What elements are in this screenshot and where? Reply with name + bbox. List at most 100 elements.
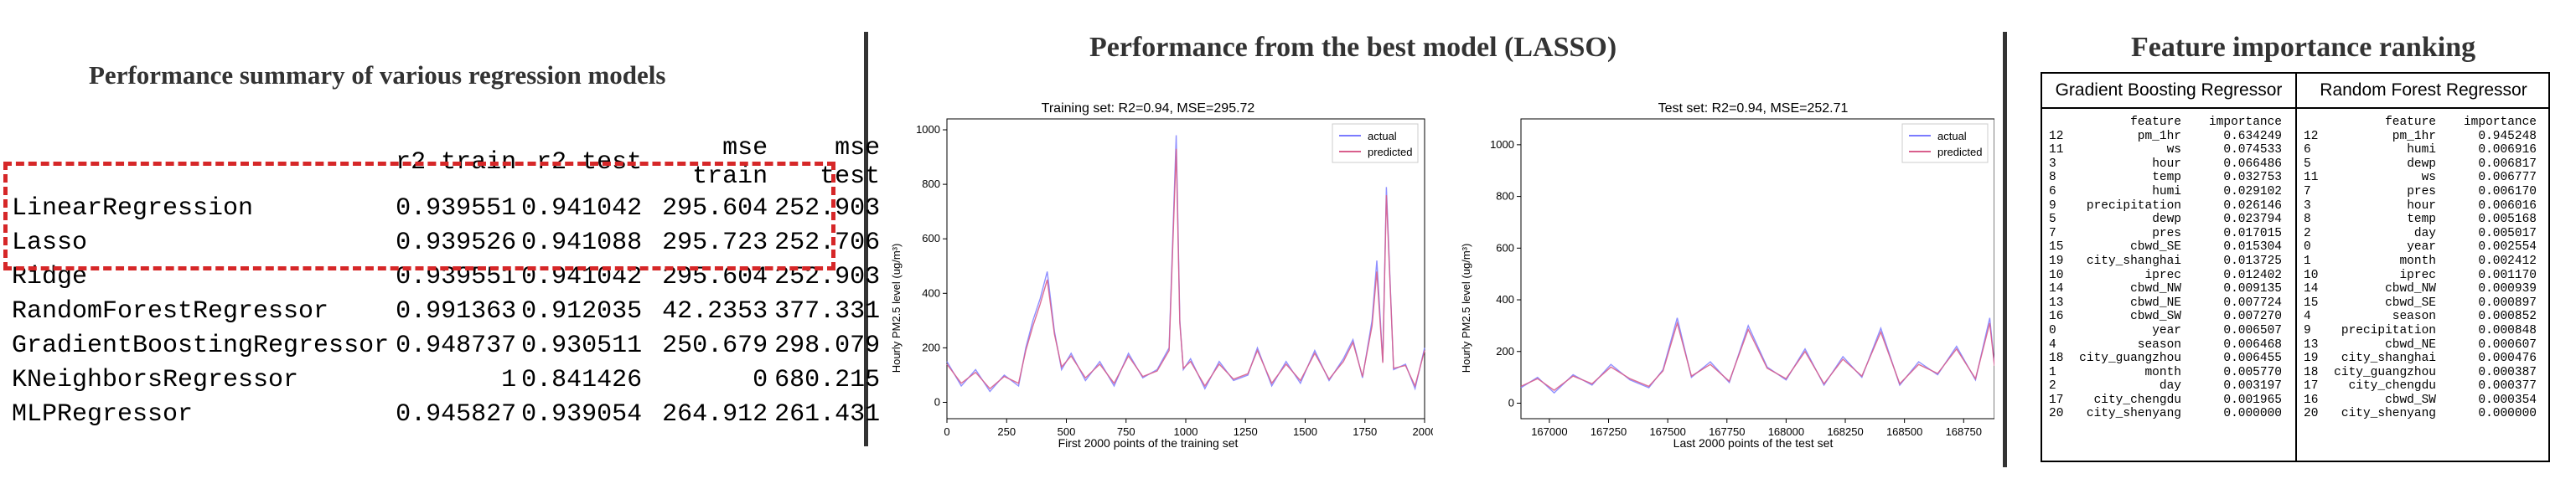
metric-value: 0.939054 [521,399,643,429]
fi-row: 3 hour 0.066486 [2042,157,2295,172]
fi-importance: 0.029102 [2223,184,2282,198]
fi-row: 8 temp 0.032753 [2042,171,2295,185]
fi-index: 20 [2049,407,2064,421]
test-chart-title: Test set: R2=0.94, MSE=252.71 [1658,101,1849,116]
fi-importance: 0.017015 [2223,226,2282,240]
fi-feature: year [2407,240,2436,255]
fi-row: 20 city_shenyang 0.000000 [2042,407,2295,421]
fi-index: 17 [2049,393,2064,407]
fi-importance: 0.006016 [2478,198,2537,213]
fi-index: 17 [2304,379,2319,394]
fi-feature: season [2392,310,2436,324]
y-tick-label: 600 [922,232,940,245]
fi-importance: 0.074533 [2223,143,2282,157]
fi-importance: 0.002554 [2478,240,2537,255]
fi-index: 20 [2304,407,2319,421]
metric-value: 377.331 [774,296,881,326]
fi-feature: month [2399,254,2436,268]
fi-row: 4 season 0.006468 [2042,338,2295,353]
fi-importance: 0.000476 [2478,352,2537,366]
legend-label: predicted [1368,146,1412,158]
fi-index: 16 [2304,393,2319,407]
fi-index: 13 [2304,337,2319,352]
series-line-actual [1520,317,1994,394]
fi-row: 5 dewp 0.023794 [2042,213,2295,227]
best-model-title: Performance from the best model (LASSO) [1089,32,1617,63]
fi-feature: humi [2152,184,2181,198]
x-tick-label: 168750 [1946,425,1982,438]
legend-label: actual [1937,130,1967,142]
fi-index: 3 [2304,198,2311,213]
fi-row: 15 cbwd_SE 0.000897 [2297,296,2550,311]
fi-importance: 0.066486 [2223,157,2282,171]
metric-value: 295.604 [662,193,768,223]
fi-index: 18 [2049,352,2064,366]
fi-header-importance: importance [2208,116,2282,129]
fi-index: 1 [2304,254,2311,268]
y-tick-label: 800 [922,178,940,190]
metric-value: 680.215 [774,365,881,394]
summary-row: Lasso 0.939526 0.941088 295.723 252.706 [12,225,880,260]
fi-row: 7 pres 0.017015 [2042,227,2295,241]
x-tick-label: 500 [1058,425,1076,438]
metric-value: 0.948737 [396,331,517,360]
test-chart-xlabel: Last 2000 points of the test set [1673,436,1834,450]
fi-header-row: feature importance [2297,116,2550,130]
fi-importance: 0.000000 [2478,407,2537,421]
model-name: MLPRegressor [12,399,194,429]
training-chart-title: Training set: R2=0.94, MSE=295.72 [1042,101,1255,116]
fi-row: 2 day 0.005017 [2297,227,2550,241]
fi-importance: 0.000897 [2478,296,2537,310]
fi-feature: ws [2166,143,2181,157]
x-tick-label: 1500 [1293,425,1317,438]
fi-feature: month [2144,365,2181,379]
linear-models-highlight-box [3,162,835,270]
fi-importance: 0.945248 [2478,129,2537,143]
fi-row: 11 ws 0.074533 [2042,143,2295,157]
fi-feature: cbwd_SE [2130,240,2181,255]
fi-index: 8 [2304,213,2311,227]
metric-value: 295.723 [662,228,768,257]
legend-box [1332,123,1419,163]
metric-value: 0.912035 [521,296,643,326]
fi-importance: 0.007724 [2223,296,2282,310]
fi-index: 9 [2049,198,2056,213]
fi-header-importance: importance [2463,116,2537,129]
fi-importance: 0.000848 [2478,323,2537,337]
panel-divider-left [864,32,868,446]
metric-value: 298.079 [774,331,881,360]
model-name: LinearRegression [12,193,254,223]
fi-feature: city_shenyang [2341,407,2436,421]
fi-importance: 0.006817 [2478,157,2537,171]
fi-feature: hour [2152,157,2181,171]
fi-row: 1 month 0.005770 [2042,366,2295,380]
training-chart: Training set: R2=0.94, MSE=295.72 First … [890,101,1433,450]
fi-feature: dewp [2407,157,2436,171]
fi-feature: ws [2421,171,2436,185]
metric-value: 0.939526 [396,228,517,257]
fi-index: 15 [2304,296,2319,310]
fi-feature: cbwd_NE [2385,337,2436,352]
y-tick-label: 200 [922,341,940,353]
training-chart-plot: 0 250 500 750 1000 1250 1500 1750 2000 0 200 400 600… [916,118,1433,438]
fi-index: 13 [2049,296,2064,310]
fi-row: 18 city_guangzhou 0.000387 [2297,366,2550,380]
fi-row: 9 precipitation 0.000848 [2297,324,2550,338]
gbr-rows: feature importance 12 pm_1hr 0.634249 11 ws 0.0… [2042,116,2295,421]
fi-index: 7 [2049,226,2056,240]
fi-index: 11 [2049,143,2064,157]
fi-importance: 0.001170 [2478,268,2537,282]
fi-row: 12 pm_1hr 0.634249 [2042,130,2295,144]
test-chart-plot: 167000 167250 167500 167750 168000 168250 1685… [1490,118,1994,438]
fi-header-feature: feature [2385,116,2436,129]
fi-feature: city_shanghai [2086,254,2181,268]
gbr-header: Gradient Boosting Regressor [2042,74,2295,109]
x-tick-label: 167000 [1531,425,1567,438]
fi-importance: 0.006777 [2478,171,2537,185]
fi-row: 1 month 0.002412 [2297,255,2550,269]
test-chart: Test set: R2=0.94, MSE=252.71 Last 2000 … [1460,101,1994,450]
fi-feature: day [2159,379,2181,394]
fi-feature: year [2152,323,2181,337]
fi-header-row: feature importance [2042,116,2295,130]
training-chart-xlabel: First 2000 points of the training set [1058,436,1239,450]
